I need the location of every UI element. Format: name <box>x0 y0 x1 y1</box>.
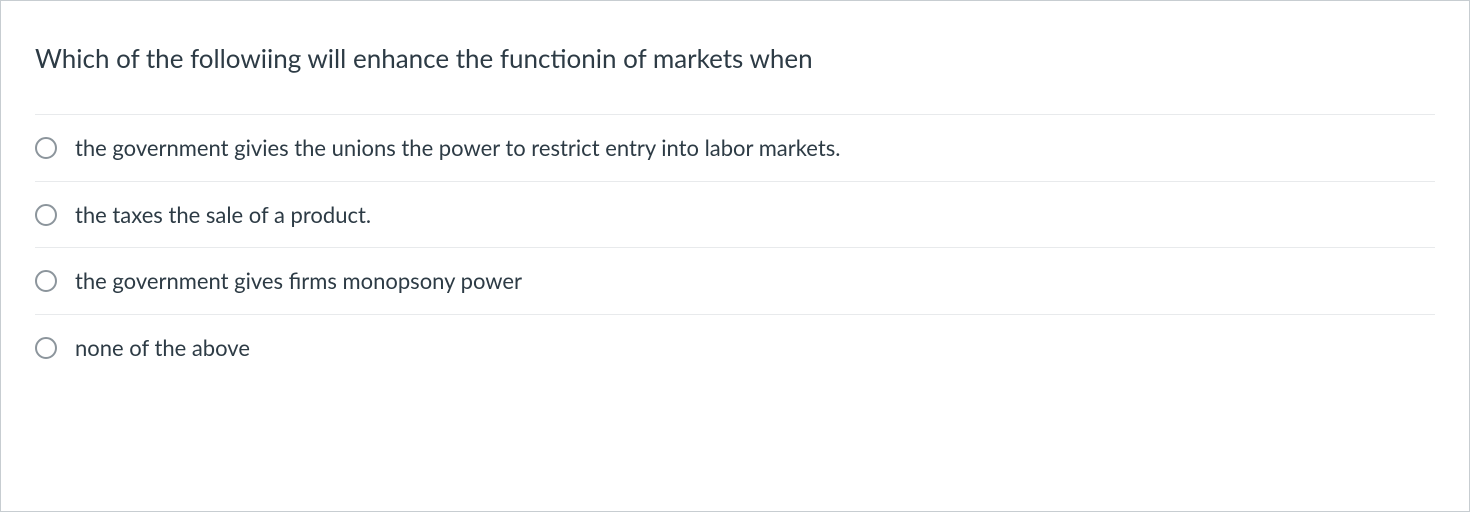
radio-button[interactable] <box>35 204 57 226</box>
option-row[interactable]: none of the above <box>35 314 1435 381</box>
radio-button[interactable] <box>35 337 57 359</box>
option-label[interactable]: the government gives firms monopsony pow… <box>75 266 522 296</box>
radio-button[interactable] <box>35 270 57 292</box>
option-label[interactable]: the government givies the unions the pow… <box>75 133 840 163</box>
option-row[interactable]: the government gives firms monopsony pow… <box>35 247 1435 314</box>
radio-button[interactable] <box>35 137 57 159</box>
option-row[interactable]: the government givies the unions the pow… <box>35 114 1435 181</box>
question-card: Which of the followiing will enhance the… <box>0 0 1470 512</box>
question-text: Which of the followiing will enhance the… <box>1 1 1469 114</box>
option-label[interactable]: the taxes the sale of a product. <box>75 200 371 230</box>
options-list: the government givies the unions the pow… <box>1 114 1469 411</box>
option-label[interactable]: none of the above <box>75 333 250 363</box>
option-row[interactable]: the taxes the sale of a product. <box>35 181 1435 248</box>
